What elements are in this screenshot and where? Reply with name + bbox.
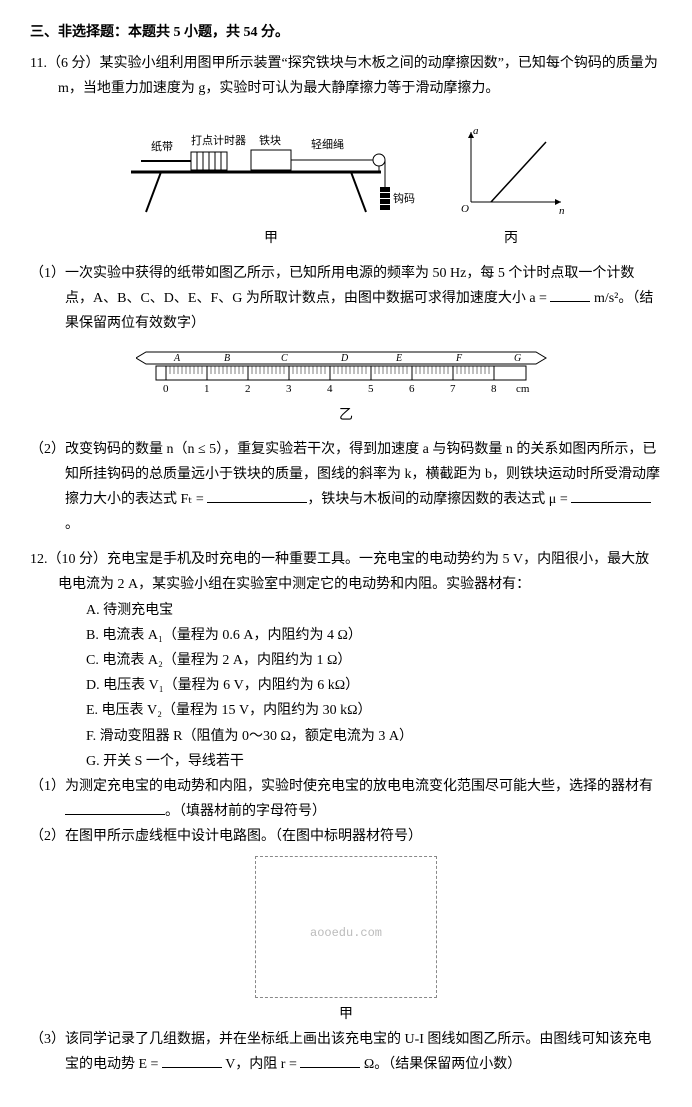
question-12: 12.（10 分）充电宝是手机及时充电的一种重要工具。一充电宝的电动势约为 5 … (30, 547, 662, 1077)
q11-p2: （2）改变钩码的数量 n（n ≤ 5），重复实验若干次，得到加速度 a 与钩码数… (30, 437, 662, 538)
ruler-figure: A B C D E F G (30, 344, 662, 428)
opt-A: A. 待测充电宝 (86, 598, 662, 623)
axis-n: n (559, 205, 565, 217)
caption-bing: 丙 (504, 226, 518, 251)
q12-p3-b: V，内阻 r = (222, 1057, 300, 1072)
circuit-dotted-box[interactable]: aooedu.com (255, 856, 437, 998)
svg-text:7: 7 (450, 383, 456, 395)
opt-D: D. 电压表 V₁（量程为 6 V，内阻约为 6 kΩ） (86, 673, 662, 698)
svg-text:G: G (514, 353, 521, 364)
q11-p1: （1）一次实验中获得的纸带如图乙所示，已知所用电源的频率为 50 Hz，每 5 … (30, 261, 662, 337)
circuit-box-wrap: aooedu.com 甲 (30, 856, 662, 1027)
q12-stem: 12.（10 分）充电宝是手机及时充电的一种重要工具。一充电宝的电动势约为 5 … (30, 547, 662, 597)
q12-p1-b: 。（填器材前的字母符号） (165, 804, 326, 819)
q12-options: A. 待测充电宝 B. 电流表 A₁（量程为 0.6 A，内阻约为 4 Ω） C… (30, 598, 662, 774)
question-11: 11.（6 分）某实验小组利用图甲所示装置“探究铁块与木板之间的动摩擦因数”，已… (30, 51, 662, 537)
q12-p1: （1）为测定充电宝的电动势和内阻，实验时使充电宝的放电电流变化范围尽可能大些，选… (30, 774, 662, 824)
caption-jia: 甲 (264, 226, 278, 251)
opt-E: E. 电压表 V₂（量程为 15 V，内阻约为 30 kΩ） (86, 698, 662, 723)
watermark-text: aooedu.com (310, 923, 382, 945)
svg-text:cm: cm (516, 383, 530, 395)
svg-text:2: 2 (245, 383, 251, 395)
axis-a: a (473, 125, 479, 137)
blank-emf[interactable] (162, 1053, 222, 1068)
apparatus-svg: 纸带 打点计时器 铁块 轻细绳 钩码 (121, 112, 421, 222)
section-header: 三、非选择题：本题共 5 小题，共 54 分。 (30, 20, 662, 45)
q12-p2: （2）在图甲所示虚线框中设计电路图。（在图中标明器材符号） (30, 824, 662, 849)
exam-page: 三、非选择题：本题共 5 小题，共 54 分。 11.（6 分）某实验小组利用图… (0, 0, 692, 1107)
svg-text:4: 4 (327, 383, 333, 395)
caption-box-jia: 甲 (30, 1002, 662, 1027)
q12-p3: （3）该同学记录了几组数据，并在坐标纸上画出该充电宝的 U-I 图线如图乙所示。… (30, 1027, 662, 1077)
svg-text:F: F (455, 353, 463, 364)
q12-p1-a: （1）为测定充电宝的电动势和内阻，实验时使充电宝的放电电流变化范围尽可能大些，选… (30, 779, 653, 794)
q11-figures: 纸带 打点计时器 铁块 轻细绳 钩码 甲 a (30, 112, 662, 251)
opt-B: B. 电流表 A₁（量程为 0.6 A，内阻约为 4 Ω） (86, 623, 662, 648)
opt-G: G. 开关 S 一个，导线若干 (86, 749, 662, 774)
svg-text:1: 1 (204, 383, 210, 395)
blank-acceleration[interactable] (550, 287, 590, 302)
q11-stem: 11.（6 分）某实验小组利用图甲所示装置“探究铁块与木板之间的动摩擦因数”，已… (30, 51, 662, 101)
q11-p2-c: 。 (65, 517, 79, 532)
blank-mu[interactable] (571, 488, 651, 503)
q12-p3-c: Ω。（结果保留两位小数） (360, 1057, 521, 1072)
graph-svg: a n O (451, 122, 571, 222)
blank-r[interactable] (300, 1053, 360, 1068)
svg-text:D: D (340, 353, 349, 364)
blank-friction-force[interactable] (207, 488, 307, 503)
figure-apparatus: 纸带 打点计时器 铁块 轻细绳 钩码 甲 (121, 112, 421, 251)
caption-yi: 乙 (339, 403, 353, 428)
figure-graph: a n O 丙 (451, 122, 571, 251)
label-string: 轻细绳 (311, 137, 344, 151)
svg-text:E: E (395, 353, 402, 364)
q11-p1-a: （1）一次实验中获得的纸带如图乙所示，已知所用电源的频率为 50 Hz，每 5 … (30, 266, 634, 306)
svg-text:0: 0 (163, 383, 169, 395)
svg-text:3: 3 (286, 383, 292, 395)
blank-choose-equip[interactable] (65, 800, 165, 815)
label-timer: 打点计时器 (191, 133, 246, 147)
svg-text:A: A (173, 353, 181, 364)
svg-text:B: B (224, 353, 230, 364)
origin-O: O (461, 203, 469, 215)
label-block: 铁块 (259, 134, 281, 147)
opt-C: C. 电流表 A₂（量程为 2 A，内阻约为 1 Ω） (86, 648, 662, 673)
svg-text:8: 8 (491, 383, 497, 395)
svg-text:5: 5 (368, 383, 374, 395)
label-hook: 钩码 (393, 191, 415, 205)
label-tape: 纸带 (151, 140, 173, 153)
svg-text:C: C (281, 353, 288, 364)
ruler-svg: A B C D E F G (136, 344, 556, 399)
opt-F: F. 滑动变阻器 R（阻值为 0～30 Ω，额定电流为 3 A） (86, 724, 662, 749)
svg-text:6: 6 (409, 383, 415, 395)
q11-p2-b: ，铁块与木板间的动摩擦因数的表达式 μ = (307, 492, 571, 507)
